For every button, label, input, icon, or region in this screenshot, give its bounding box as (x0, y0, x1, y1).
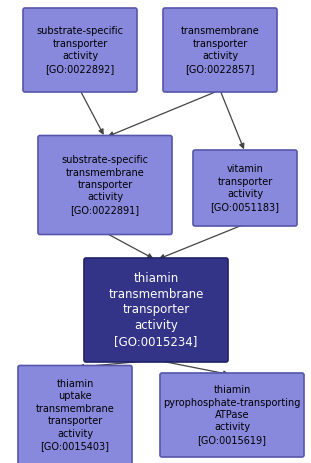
FancyBboxPatch shape (18, 365, 132, 463)
FancyBboxPatch shape (193, 150, 297, 226)
FancyBboxPatch shape (38, 136, 172, 234)
Text: substrate-specific
transporter
activity
[GO:0022892]: substrate-specific transporter activity … (36, 26, 123, 74)
FancyBboxPatch shape (23, 8, 137, 92)
FancyBboxPatch shape (160, 373, 304, 457)
Text: thiamin
pyrophosphate-transporting
ATPase
activity
[GO:0015619]: thiamin pyrophosphate-transporting ATPas… (163, 385, 301, 445)
Text: vitamin
transporter
activity
[GO:0051183]: vitamin transporter activity [GO:0051183… (211, 164, 280, 212)
FancyBboxPatch shape (163, 8, 277, 92)
Text: thiamin
transmembrane
transporter
activity
[GO:0015234]: thiamin transmembrane transporter activi… (108, 271, 204, 349)
Text: substrate-specific
transmembrane
transporter
activity
[GO:0022891]: substrate-specific transmembrane transpo… (62, 155, 148, 215)
Text: thiamin
uptake
transmembrane
transporter
activity
[GO:0015403]: thiamin uptake transmembrane transporter… (36, 379, 114, 451)
Text: transmembrane
transporter
activity
[GO:0022857]: transmembrane transporter activity [GO:0… (181, 26, 259, 74)
FancyBboxPatch shape (84, 258, 228, 362)
